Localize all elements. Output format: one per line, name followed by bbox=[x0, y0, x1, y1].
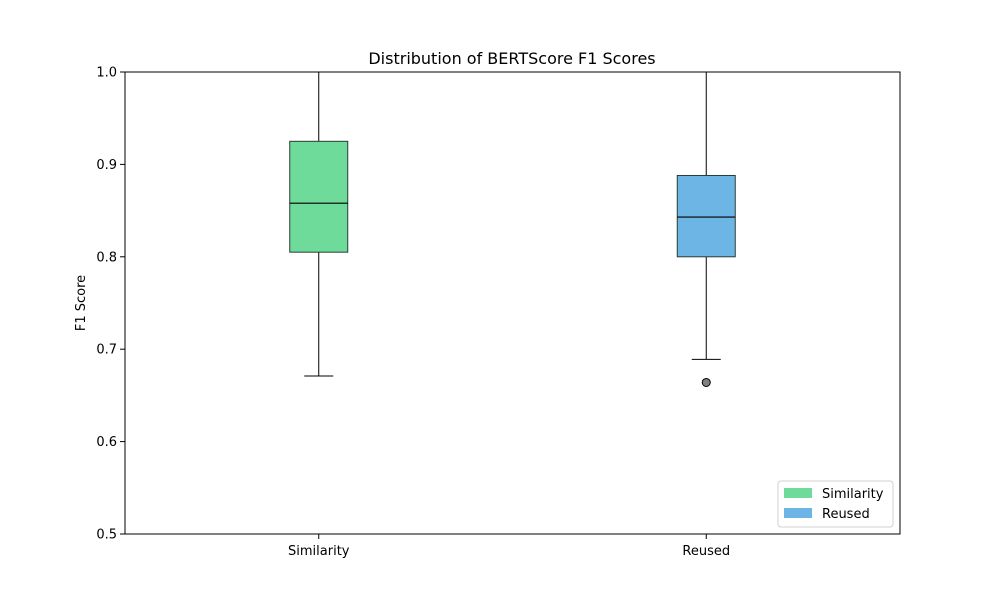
y-tick-label: 1.0 bbox=[96, 66, 117, 81]
y-tick-label: 0.5 bbox=[96, 528, 117, 543]
x-tick-label-similarity: Similarity bbox=[288, 544, 350, 559]
y-tick-label: 0.6 bbox=[96, 435, 117, 450]
legend-label-reused: Reused bbox=[822, 507, 870, 522]
legend-swatch-similarity bbox=[784, 488, 812, 498]
legend-swatch-reused bbox=[784, 508, 812, 518]
box-reused bbox=[676, 174, 736, 258]
x-tick-label-reused: Reused bbox=[682, 544, 730, 559]
plot-frame bbox=[124, 71, 901, 535]
legend: Similarity Reused bbox=[777, 480, 894, 528]
chart-title: Distribution of BERTScore F1 Scores bbox=[368, 49, 655, 68]
y-tick-label: 0.8 bbox=[96, 250, 117, 265]
y-tick-label: 0.9 bbox=[96, 158, 117, 173]
legend-label-similarity: Similarity bbox=[822, 487, 884, 502]
outlier-point-reused bbox=[701, 377, 711, 387]
box-similarity bbox=[289, 140, 349, 253]
plot-area: 0.5 0.6 0.7 0.8 0.9 1.0 Similarity Reused bbox=[96, 66, 736, 559]
y-axis-label: F1 Score bbox=[74, 275, 89, 331]
y-tick-label: 0.7 bbox=[96, 343, 117, 358]
